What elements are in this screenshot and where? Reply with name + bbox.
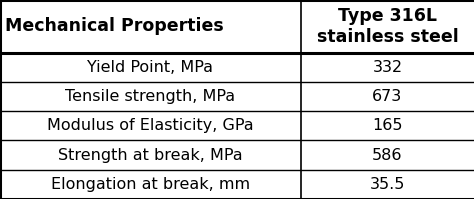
Text: Mechanical Properties: Mechanical Properties bbox=[5, 17, 223, 35]
Text: Elongation at break, mm: Elongation at break, mm bbox=[51, 177, 250, 192]
Text: Tensile strength, MPa: Tensile strength, MPa bbox=[65, 89, 236, 104]
Text: 35.5: 35.5 bbox=[370, 177, 405, 192]
Text: 586: 586 bbox=[372, 148, 403, 163]
Text: 673: 673 bbox=[373, 89, 402, 104]
Text: Strength at break, MPa: Strength at break, MPa bbox=[58, 148, 243, 163]
Text: Modulus of Elasticity, GPa: Modulus of Elasticity, GPa bbox=[47, 118, 254, 133]
Text: Type 316L
stainless steel: Type 316L stainless steel bbox=[317, 7, 458, 46]
Text: 165: 165 bbox=[372, 118, 403, 133]
Text: 332: 332 bbox=[373, 60, 402, 75]
Text: Yield Point, MPa: Yield Point, MPa bbox=[88, 60, 213, 75]
